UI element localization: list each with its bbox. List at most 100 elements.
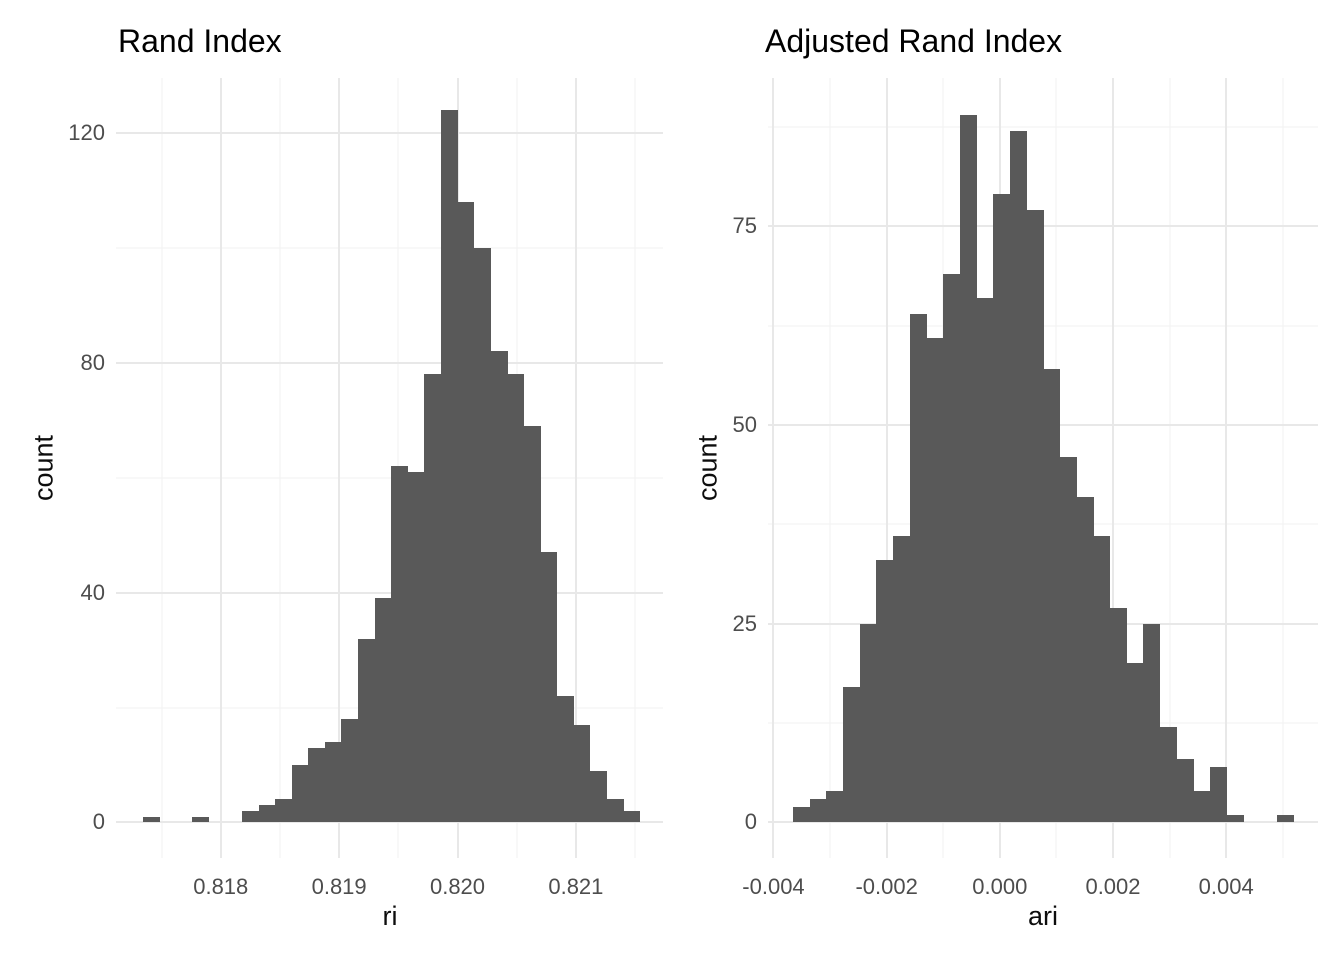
histogram-bar bbox=[507, 374, 525, 823]
histogram-bar bbox=[573, 724, 591, 823]
x-axis-tick-label: 0.000 bbox=[972, 874, 1028, 899]
chart-title: Rand Index bbox=[118, 23, 282, 59]
gridline-horizontal-minor bbox=[116, 477, 663, 479]
gridline-vertical-major bbox=[219, 78, 222, 858]
histogram-bar bbox=[623, 810, 641, 823]
histogram-adjusted-rand-index: Adjusted Rand Index count 0 25 50 75 -0.004 -… bbox=[672, 0, 1344, 960]
histogram-bar bbox=[590, 770, 607, 823]
gridline-vertical-major bbox=[338, 78, 341, 858]
x-axis-tick-label: 0.002 bbox=[1085, 874, 1141, 899]
histogram-bar bbox=[341, 719, 359, 823]
plot-panel: 0 25 50 75 -0.004 -0.002 0.000 0.002 0.004 bbox=[733, 78, 1318, 899]
histogram-bar bbox=[242, 810, 259, 823]
histogram-bar bbox=[258, 805, 276, 823]
histogram-bar bbox=[1210, 766, 1228, 823]
histogram-bar bbox=[1093, 536, 1111, 823]
histogram-bar bbox=[1043, 369, 1061, 823]
histogram-bar bbox=[1026, 210, 1044, 823]
histogram-bar bbox=[540, 552, 558, 823]
x-axis-title: ari bbox=[1027, 901, 1059, 931]
gridline-vertical-major bbox=[1225, 78, 1228, 858]
histogram-bar bbox=[1176, 758, 1194, 823]
histogram-bar bbox=[1109, 607, 1127, 823]
histogram-bar bbox=[374, 598, 392, 823]
gridline-vertical-minor bbox=[279, 78, 281, 858]
histogram-bar bbox=[792, 806, 810, 823]
histogram-bar bbox=[457, 202, 475, 823]
histogram-bar bbox=[1160, 727, 1178, 823]
histogram-bar bbox=[523, 426, 541, 823]
x-axis-title: ri bbox=[382, 901, 398, 931]
gridline-vertical-major bbox=[885, 78, 888, 858]
histogram-bar bbox=[440, 110, 458, 823]
x-axis-tick-label: 0.820 bbox=[429, 874, 486, 899]
y-axis-tick-label: 25 bbox=[732, 610, 757, 636]
histogram-bar bbox=[192, 816, 210, 823]
plot-panel: 0 40 80 120 0.818 0.819 0.820 0.821 bbox=[68, 78, 663, 899]
histogram-bar bbox=[391, 466, 409, 823]
chart-title: Adjusted Rand Index bbox=[765, 23, 1063, 59]
histogram-bar bbox=[1143, 623, 1161, 823]
x-axis-tick-label: 0.818 bbox=[193, 874, 249, 899]
histogram-bar bbox=[308, 747, 326, 823]
histogram-bar bbox=[474, 248, 491, 823]
y-axis-tick-label: 0 bbox=[744, 809, 757, 835]
histogram-bar bbox=[358, 638, 375, 823]
x-axis-tick-label: 0.821 bbox=[548, 874, 604, 899]
histogram-bar bbox=[1009, 130, 1027, 823]
histogram-bar bbox=[556, 696, 574, 823]
histogram-bar bbox=[892, 536, 910, 823]
gridline-horizontal-minor bbox=[768, 126, 1318, 128]
histogram-bar bbox=[842, 687, 860, 823]
x-axis-tick-label: 0.819 bbox=[311, 874, 367, 899]
x-axis-tick-label: -0.004 bbox=[742, 874, 805, 899]
gridline-horizontal-major bbox=[116, 132, 663, 135]
histogram-bar bbox=[943, 273, 961, 823]
histogram-bar bbox=[959, 114, 977, 823]
histogram-bar bbox=[993, 194, 1011, 823]
gridline-vertical-minor bbox=[1169, 78, 1171, 858]
histogram-bar bbox=[291, 764, 309, 823]
histogram-bar bbox=[142, 816, 160, 823]
gridline-vertical-major bbox=[772, 78, 775, 858]
histogram-bar bbox=[809, 798, 827, 823]
gridline-vertical-minor bbox=[161, 78, 163, 858]
gridline-vertical-minor bbox=[634, 78, 636, 858]
gridline-horizontal-major bbox=[768, 821, 1318, 824]
gridline-vertical-minor bbox=[829, 78, 831, 858]
histogram-bar bbox=[976, 297, 994, 823]
y-axis-tick-label: 120 bbox=[68, 120, 105, 146]
y-axis-tick-label: 80 bbox=[80, 349, 105, 375]
y-axis-title: count bbox=[692, 434, 723, 502]
y-axis-tick-label: 75 bbox=[732, 213, 757, 239]
histogram-bar bbox=[1126, 663, 1144, 823]
y-axis-title: count bbox=[28, 434, 59, 502]
x-axis-tick-label: 0.004 bbox=[1198, 874, 1254, 899]
gridline-vertical-major bbox=[574, 78, 577, 858]
x-axis-tick-label: -0.002 bbox=[855, 874, 918, 899]
histogram-bar bbox=[1276, 814, 1294, 823]
histogram-bar bbox=[876, 560, 894, 823]
histogram-bar bbox=[1226, 814, 1244, 823]
histogram-bar bbox=[1059, 456, 1077, 823]
histogram-bar bbox=[926, 337, 944, 823]
histogram-bar bbox=[275, 799, 293, 823]
gridline-horizontal-major bbox=[116, 361, 663, 364]
histogram-bar bbox=[826, 790, 844, 823]
y-axis-tick-label: 40 bbox=[80, 579, 105, 605]
gridline-horizontal-major bbox=[116, 821, 663, 824]
gridline-vertical-minor bbox=[1282, 78, 1284, 858]
histogram-bar bbox=[407, 472, 425, 823]
gridline-horizontal-minor bbox=[116, 247, 663, 249]
histogram-bar bbox=[324, 741, 342, 823]
y-axis-tick-label: 0 bbox=[92, 809, 105, 835]
histogram-bar bbox=[606, 799, 624, 823]
histogram-rand-index: Rand Index count 0 40 80 120 0.818 0.819 0.820… bbox=[28, 23, 663, 931]
histogram-bar bbox=[859, 623, 877, 823]
gridline-vertical-major bbox=[1111, 78, 1114, 858]
histogram-bar bbox=[909, 313, 927, 823]
histogram-bar bbox=[1193, 790, 1211, 823]
histogram-bar bbox=[490, 351, 508, 823]
gridline-horizontal-major bbox=[116, 591, 663, 594]
